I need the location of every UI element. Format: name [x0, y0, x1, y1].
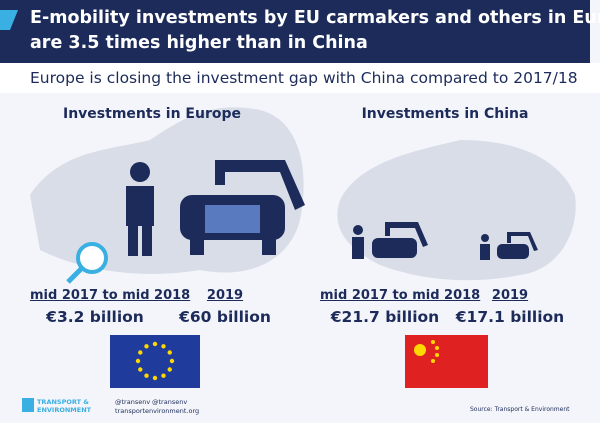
star: [144, 373, 149, 378]
star: [167, 367, 172, 372]
logo-mark: [22, 398, 34, 412]
title-line: are 3.5 times higher than in China: [30, 33, 368, 53]
amount: €60 billion: [179, 308, 271, 326]
china-stars: [414, 340, 439, 363]
china-map: [337, 140, 576, 281]
star: [167, 350, 172, 355]
china-flag: [405, 335, 488, 388]
star: [161, 373, 166, 378]
star: [152, 341, 158, 347]
magnifier: [66, 242, 108, 284]
star: [169, 358, 175, 364]
star: [144, 344, 149, 349]
title-line: E-mobility investments by EU carmakers a…: [30, 8, 600, 28]
subtitle-band: [0, 63, 600, 93]
period: 2019: [491, 288, 529, 303]
star: [135, 358, 141, 364]
website: transportenvironment.org: [115, 407, 200, 415]
panel-heading: Investments in Europe: [63, 106, 241, 122]
period: mid 2017 to mid 2018: [320, 288, 481, 303]
subtitle: Europe is closing the investment gap wit…: [30, 69, 578, 87]
amount: €21.7 billion: [330, 308, 440, 326]
star: [138, 350, 143, 355]
amount: €17.1 billion: [455, 308, 565, 326]
facebook: @transenv: [152, 398, 188, 406]
logo-text: TRANSPORT &: [37, 398, 89, 406]
period: mid 2017 to mid 2018: [30, 288, 191, 303]
star: [161, 344, 166, 349]
title-band: [0, 0, 590, 63]
star: [138, 367, 143, 372]
europe-illustration: [126, 160, 305, 256]
china-illustration: [352, 222, 538, 260]
amount: €3.2 billion: [46, 308, 144, 326]
star: [152, 375, 158, 381]
logo-text: ENVIRONMENT: [37, 406, 92, 414]
period: 2019: [206, 288, 244, 303]
accent: [0, 10, 18, 30]
panel-heading: Investments in China: [361, 106, 529, 122]
source: Source: Transport & Environment: [470, 406, 570, 413]
twitter: @transenv: [115, 398, 151, 406]
eu-stars: [135, 341, 175, 381]
